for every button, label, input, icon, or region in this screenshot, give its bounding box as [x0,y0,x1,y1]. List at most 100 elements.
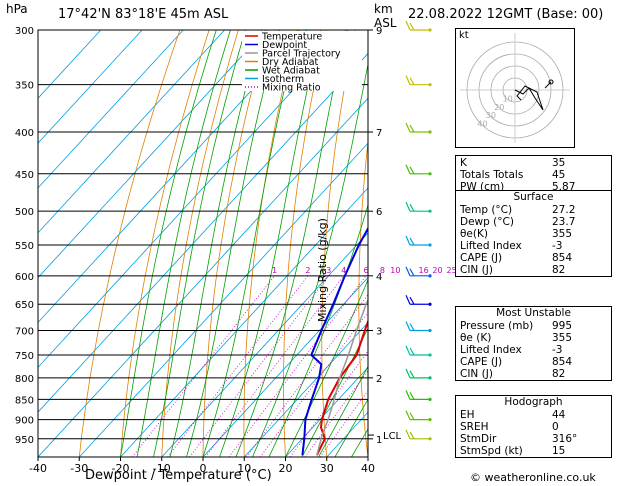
mixing-ratio-label: 3 [326,266,331,275]
hodograph-ring-label: 10 [503,94,513,103]
isotherm-line [285,366,368,457]
mixing-ratio-label: 20 [432,266,442,275]
pressure-tick-label: 300 [15,26,34,37]
index-row: K 35 [456,157,611,169]
most-unstable-row: Lifted Index -3 [456,344,611,356]
index-label: Totals Totals [460,169,524,181]
km-tick-label: 2 [376,374,382,385]
km-tick-label: 4 [376,272,382,283]
mixing-ratio-label: 6 [363,266,368,275]
x-tick-label: -40 [29,462,47,475]
most-unstable-row: Pressure (mb) 995 [456,320,611,332]
wind-barbs [405,20,432,441]
surface-title: Surface [513,191,554,203]
most-unstable-value: 854 [552,356,573,368]
hodograph-table-row: EH 44 [456,409,611,421]
pressure-tick-label: 800 [15,374,34,385]
isotherm-line [38,30,349,368]
hodograph-table-panel: Hodograph EH 44 SREH 0 StmDir 316° StmSpd (kt)… [455,395,612,458]
mixing-ratio-line [259,311,368,457]
pressure-tick-label: 400 [15,128,34,139]
mixing-ratio-label: 4 [341,266,346,275]
surface-row: CIN (J) 82 [456,264,611,276]
hodograph-table-value: 316° [552,433,578,445]
wind-barb [405,429,432,441]
most-unstable-label: CIN (J) [460,368,493,380]
surface-row: CAPE (J) 854 [456,252,611,264]
isotherm-line [38,30,267,279]
pressure-tick-label: 850 [15,395,34,406]
hodograph-table-label: SREH [460,421,489,433]
lcl-label: LCL [383,431,402,442]
hodograph-table-value: 15 [552,445,566,457]
isotherm-line [161,232,368,457]
wind-barb [405,164,432,176]
isotherm-line [38,30,143,144]
surface-value: 82 [552,264,566,276]
mixing-ratio-label: 8 [380,266,385,275]
wind-barb [405,410,432,422]
dry-adiabat-line [358,139,368,457]
surface-label: Dewp (°C) [460,216,514,228]
mixing-ratio-label: 2 [305,266,310,275]
surface-label: Lifted Index [460,240,522,252]
dry-adiabat-line [78,30,181,457]
hodograph-table-title: Hodograph [504,396,563,408]
dry-adiabat-line [618,30,629,457]
index-row: Totals Totals 45 [456,169,611,181]
index-value: 35 [552,157,566,169]
surface-value: 854 [552,252,573,264]
x-tick-label: 30 [320,462,334,475]
x-tick-label: -20 [112,462,130,475]
surface-value: 27.2 [552,204,576,216]
chart-axes: 1 2 3 4 6 8 10 16 20 2530035040045050055060065070… [15,26,457,475]
datetime-label: 22.08.2022 12GMT (Base: 00) [408,7,604,22]
km-tick-label: 7 [376,128,382,139]
legend-label: Parcel Trajectory [262,49,341,60]
most-unstable-label: θe (K) [460,332,492,344]
wet-adiabat-line [268,203,368,457]
pressure-tick-label: 900 [15,416,34,427]
surface-label: Temp (°C) [460,204,513,216]
wet-adiabat-line [186,30,280,457]
legend-label: Mixing Ratio [262,83,321,94]
chart-grid [38,30,629,457]
series-parcel-trajectory [316,297,368,456]
wind-barb [405,368,432,380]
most-unstable-label: CAPE (J) [460,356,503,368]
isotherm-line [79,142,368,457]
surface-value: 355 [552,228,573,240]
hodograph-kt-label: kt [459,30,469,41]
dry-adiabat-line [161,30,239,457]
y-axis-title-right: Mixing Ratio (g/kg) [316,218,329,322]
legend-label: Isotherm [262,74,304,85]
location-label: 17°42'N 83°18'E 45m ASL [58,7,229,22]
wet-adiabat-line [120,30,217,457]
wet-adiabat-line [318,365,368,457]
km-tick-label: 9 [376,26,382,37]
wet-adiabat-line [285,278,368,457]
km-tick-label: 6 [376,207,382,218]
index-value: 45 [552,169,566,181]
pressure-tick-label: 350 [15,81,34,92]
isotherm-line [244,321,368,457]
km-tick-label: 1 [376,435,382,446]
dry-adiabat-line [202,30,268,457]
wet-adiabat-line [301,327,368,457]
surface-panel: Surface Temp (°C) 27.2 Dewp (°C) 23.7 θe(K) 3… [455,190,612,277]
isotherm-line [38,30,308,324]
most-unstable-label: Pressure (mb) [460,320,534,332]
mixing-ratio-line [167,275,309,457]
hodograph-trace [514,85,544,111]
most-unstable-row: CAPE (J) 854 [456,356,611,368]
legend-label: Temperature [261,32,322,43]
most-unstable-row: CIN (J) 82 [456,368,611,380]
legend-box [242,31,362,91]
legend-label: Dry Adiabat [262,57,319,68]
most-unstable-value: 995 [552,320,573,332]
most-unstable-label: Lifted Index [460,344,522,356]
pressure-unit-label: hPa [6,2,28,16]
most-unstable-title: Most Unstable [496,307,571,319]
